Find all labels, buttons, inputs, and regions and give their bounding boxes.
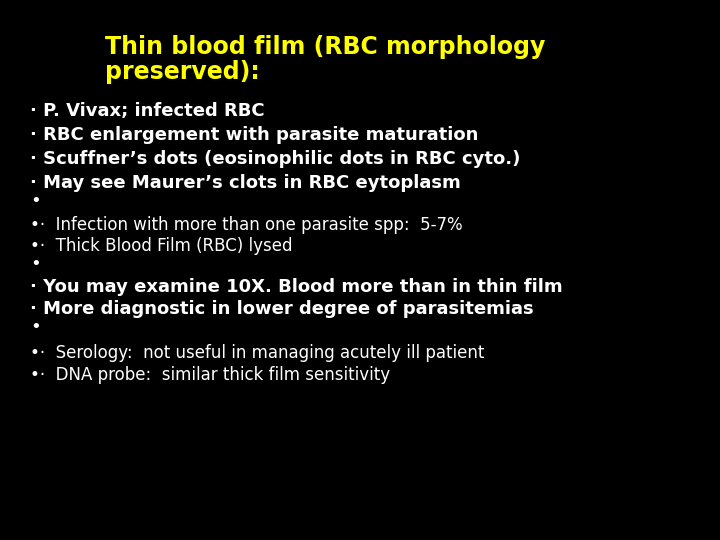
- Text: •·  DNA probe:  similar thick film sensitivity: •· DNA probe: similar thick film sensiti…: [30, 366, 390, 384]
- Text: preserved):: preserved):: [105, 60, 260, 84]
- Text: •: •: [30, 192, 41, 210]
- Text: · RBC enlargement with parasite maturation: · RBC enlargement with parasite maturati…: [30, 126, 478, 144]
- Text: •·  Thick Blood Film (RBC) lysed: •· Thick Blood Film (RBC) lysed: [30, 237, 292, 255]
- Text: •: •: [30, 255, 41, 273]
- Text: · May see Maurer’s clots in RBC eytoplasm: · May see Maurer’s clots in RBC eytoplas…: [30, 174, 461, 192]
- Text: · P. Vivax; infected RBC: · P. Vivax; infected RBC: [30, 102, 265, 120]
- Text: · You may examine 10X. Blood more than in thin film: · You may examine 10X. Blood more than i…: [30, 278, 562, 296]
- Text: · More diagnostic in lower degree of parasitemias: · More diagnostic in lower degree of par…: [30, 300, 534, 318]
- Text: •·  Serology:  not useful in managing acutely ill patient: •· Serology: not useful in managing acut…: [30, 344, 485, 362]
- Text: •·  Infection with more than one parasite spp:  5-7%: •· Infection with more than one parasite…: [30, 216, 463, 234]
- Text: •: •: [30, 318, 41, 336]
- Text: Thin blood film (RBC morphology: Thin blood film (RBC morphology: [105, 35, 545, 59]
- Text: · Scuffner’s dots (eosinophilic dots in RBC cyto.): · Scuffner’s dots (eosinophilic dots in …: [30, 150, 521, 168]
